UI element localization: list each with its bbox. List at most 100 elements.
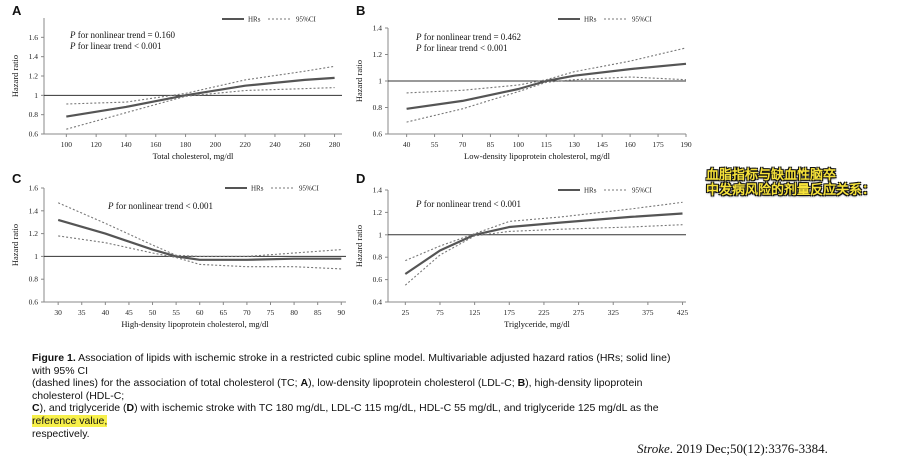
side-note: 血脂指标与缺血性脑卒 中发病风险的剂量反应关系： [706,168,906,198]
y-tick-label: 1 [378,230,382,239]
y-axis-label: Hazard ratio [354,60,364,102]
legend-ci-label: 95%CI [632,16,653,24]
y-tick-label: 0.8 [373,103,383,112]
x-tick-label: 140 [120,140,132,149]
citation: Stroke. 2019 Dec;50(12):3376-3384. [637,441,828,457]
y-tick-label: 1.6 [29,184,39,193]
y-tick-label: 1.2 [373,208,383,217]
ci-upper-line [66,65,335,105]
hr-series-line [404,212,683,275]
legend-ci-label: 95%CI [296,16,317,24]
x-tick-label: 225 [538,308,550,317]
x-tick-label: 240 [269,140,281,149]
legend-ci-label: 95%CI [632,187,653,195]
p-value-annotation: P for linear trend < 0.001 [415,43,508,53]
x-tick-label: 40 [403,140,411,149]
panel-letter: D [356,171,365,186]
x-tick-label: 190 [680,140,692,149]
y-tick-label: 1.4 [29,52,39,61]
caption-text-1: Association of lipids with ischemic stro… [75,352,671,364]
caption-panel-a: A [300,377,309,390]
x-tick-label: 60 [196,308,204,317]
ci-upper-line [406,47,687,94]
y-tick-label: 1.4 [373,24,383,33]
caption-text-5a: ), and triglyceride ( [39,402,127,415]
x-tick-label: 260 [299,140,311,149]
ci-lower-line [58,235,342,270]
ci-lower-line [404,224,683,286]
chart-panel-a: A 0.6 0.8 1 1.2 1.4 1.6 100 120 140 160 180 200 220 24… [10,3,342,161]
x-tick-label: 55 [172,308,180,317]
legend-hr-label: HRs [584,187,597,195]
citation-journal: Stroke [637,441,670,456]
caption-line-6: reference value, [32,414,732,428]
side-note-line-1: 血脂指标与缺血性脑卒 [706,168,837,183]
x-tick-label: 85 [487,140,495,149]
y-tick-label: 1.2 [29,229,39,238]
x-tick-label: 160 [150,140,162,149]
caption-text-3a: (dashed lines) for the association of to… [32,377,301,390]
ci-lower-line [66,87,335,130]
x-tick-label: 145 [597,140,609,149]
y-tick-label: 0.6 [373,275,383,284]
caption-text-5b: ) with ischemic stroke with TC 180 mg/dL… [134,402,659,415]
y-tick-label: 1 [378,77,382,86]
caption-text-3b: ), low-density lipoprotein cholesterol (… [308,377,518,390]
panel-letter: C [12,171,22,186]
p-value-annotation: P for nonlinear trend < 0.001 [107,201,213,211]
y-tick-label: 1 [34,91,38,100]
caption-panel-c: C [32,402,40,415]
x-tick-label: 125 [469,308,481,317]
x-tick-label: 100 [61,140,73,149]
x-axis-label: Total cholesterol, mg/dl [153,151,234,161]
hr-series-line [57,218,342,261]
y-tick-label: 1 [34,252,38,261]
p-value-annotation: P for linear trend < 0.001 [69,41,162,51]
x-tick-label: 50 [149,308,157,317]
ci-upper-line [405,201,683,262]
hr-series-line [406,62,687,110]
x-tick-label: 160 [625,140,637,149]
x-tick-label: 115 [541,140,552,149]
x-tick-label: 425 [677,308,689,317]
y-tick-label: 0.4 [373,298,383,307]
caption-highlight-reference-value: reference value, [32,414,108,427]
y-axis-label: Hazard ratio [10,55,20,97]
x-tick-label: 175 [504,308,516,317]
x-axis-label: High-density lipoprotein cholesterol, mg… [121,319,269,329]
caption-label: Figure 1. [32,352,76,364]
caption-line-1: Figure 1. Association of lipids with isc… [32,352,732,365]
citation-details: . 2019 Dec;50(12):3376-3384. [669,441,828,456]
caption-line-7: respectively. [32,427,90,440]
legend-hr-label: HRs [248,16,261,24]
chart-panel-b: B 0.6 0.8 1 1.2 1.4 40 55 70 85 100 115 130 145 160 175… [354,3,692,161]
chart-panel-d: D 0.4 0.6 0.8 1 1.2 1.4 25 75 125 175 225 275 325 375 4… [354,171,688,329]
caption-line-4: cholesterol (HDL-C; [32,389,125,402]
x-tick-label: 55 [431,140,439,149]
y-tick-label: 1.2 [29,72,39,81]
legend-ci-label: 95%CI [299,185,320,193]
x-tick-label: 70 [243,308,251,317]
y-tick-label: 1.4 [29,206,39,215]
caption-line-5: C), and triglyceride (D) with ischemic s… [32,402,732,415]
x-tick-label: 130 [569,140,581,149]
x-tick-label: 85 [314,308,322,317]
x-tick-label: 65 [220,308,228,317]
x-tick-label: 200 [210,140,222,149]
x-tick-label: 90 [338,308,346,317]
x-tick-label: 25 [402,308,410,317]
figure-caption: Figure 1. Association of lipids with isc… [32,352,732,440]
x-tick-label: 120 [91,140,103,149]
legend-hr-label: HRs [584,16,597,24]
p-value-annotation: P for nonlinear trend = 0.462 [415,32,521,42]
x-tick-label: 280 [329,140,341,149]
x-axis-label: Low-density lipoprotein cholesterol, mg/… [464,151,611,161]
x-tick-label: 275 [573,308,585,317]
caption-panel-b: B [517,377,526,390]
x-tick-label: 75 [267,308,275,317]
y-tick-label: 0.8 [373,253,383,262]
caption-line-3: (dashed lines) for the association of to… [32,377,732,390]
p-value-annotation: P for nonlinear trend = 0.160 [69,30,176,40]
y-tick-label: 1.6 [29,33,39,42]
